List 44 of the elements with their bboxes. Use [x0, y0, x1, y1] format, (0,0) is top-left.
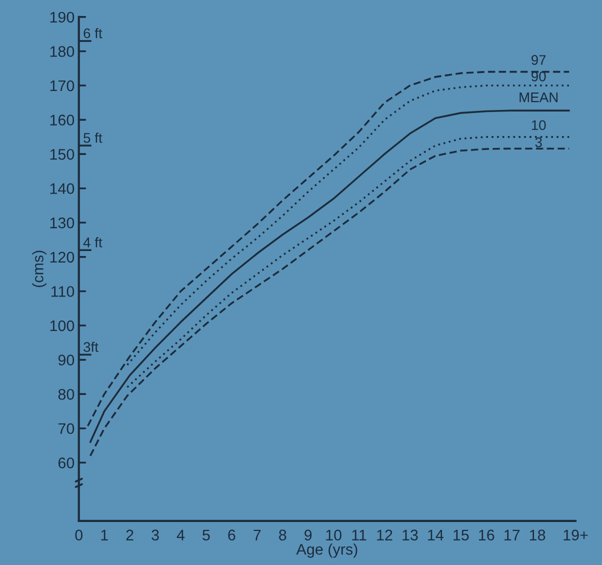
y-tick-label: 130	[50, 218, 74, 228]
y2-tick-label: 3ft	[84, 342, 98, 352]
x-tick-label: 5	[202, 530, 210, 540]
x-tick-label: 1	[101, 530, 108, 540]
x-tick-label: 19+	[564, 530, 588, 540]
y-tick-label: 90	[58, 354, 74, 366]
x-axis-title: Age (yrs)	[296, 544, 358, 558]
y2-tick-label: 5 ft	[84, 132, 102, 143]
x-tick-label: 18	[530, 530, 546, 540]
series-label: 97	[532, 55, 546, 65]
x-tick-label: 12	[377, 530, 392, 540]
y-tick-label: 180	[50, 46, 74, 57]
y-tick-label: 70	[58, 423, 74, 434]
y-tick-label: 140	[50, 183, 74, 194]
y-tick-label: 150	[50, 148, 74, 160]
y-tick-label: 100	[50, 320, 74, 332]
y-tick-label: 170	[50, 80, 74, 92]
x-tick-label: 14	[428, 530, 444, 540]
y-axis-title: (cms)	[32, 250, 46, 288]
series-label: 3	[535, 137, 542, 148]
x-tick-label: 9	[304, 530, 312, 540]
y-tick-label: 80	[58, 388, 74, 400]
y-tick-label: 60	[58, 458, 74, 468]
x-tick-label: 3	[152, 530, 159, 540]
y2-tick-label: 4 ft	[83, 237, 102, 248]
x-tick-label: 4	[176, 530, 185, 540]
y2-tick-label: 6 ft	[84, 28, 102, 38]
x-tick-label: 2	[126, 530, 134, 540]
y-tick-label: 110	[52, 286, 74, 297]
y-tick-label: 190	[50, 12, 74, 23]
x-tick-label: 11	[352, 530, 366, 540]
x-tick-label: 10	[326, 530, 342, 540]
x-tick-label: 13	[402, 530, 418, 540]
x-tick-label: 6	[228, 530, 236, 540]
x-tick-label: 16	[479, 530, 494, 540]
x-tick-label: 8	[279, 530, 286, 540]
x-tick-label: 0	[75, 530, 83, 540]
x-tick-label: 7	[254, 530, 261, 540]
series-label: MEAN	[520, 92, 558, 102]
x-tick-label: 15	[454, 530, 469, 540]
series-label: 10	[532, 120, 546, 130]
y-tick-label: 120	[50, 252, 74, 263]
y-tick-label: 160	[50, 114, 74, 126]
x-tick-label: 17	[504, 530, 520, 540]
